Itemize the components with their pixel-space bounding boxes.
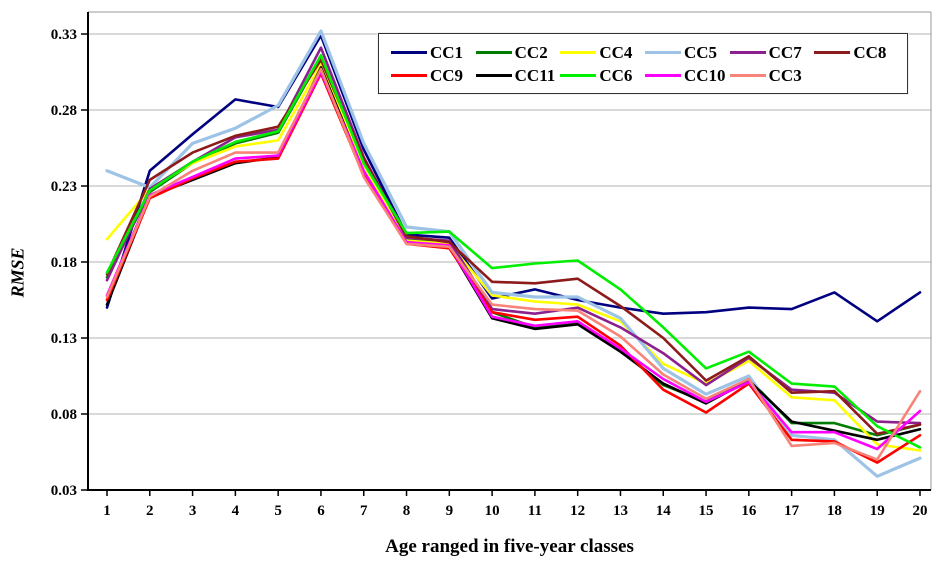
legend-swatch-CC5 xyxy=(644,51,681,54)
legend-label: CC8 xyxy=(853,43,887,62)
series-line-CC2 xyxy=(105,55,922,437)
x-tick-label: 11 xyxy=(528,503,542,519)
x-tick-label: 19 xyxy=(870,503,885,519)
legend-item-CC6: CC6 xyxy=(560,67,643,84)
y-tick-label: 0.08 xyxy=(51,407,77,423)
y-tick-label: 0.03 xyxy=(51,483,77,499)
legend-item-CC9: CC9 xyxy=(391,67,474,84)
x-tick-label: 20 xyxy=(913,503,928,519)
legend-label: CC9 xyxy=(430,66,464,85)
legend-swatch-CC1 xyxy=(391,51,427,54)
legend-item-CC1: CC1 xyxy=(391,44,474,61)
x-tick-label: 14 xyxy=(656,503,672,519)
y-axis-title: RMSE xyxy=(7,247,28,298)
x-tick-label: 8 xyxy=(403,503,411,519)
x-tick-label: 7 xyxy=(360,503,368,519)
legend-item-CC10: CC10 xyxy=(644,66,728,85)
series-line-CC6 xyxy=(105,53,922,449)
legend-item-CC8: CC8 xyxy=(814,44,897,61)
legend-item-CC5: CC5 xyxy=(644,43,728,62)
legend-item-CC11: CC11 xyxy=(475,66,559,85)
x-tick-label: 3 xyxy=(189,503,197,519)
x-tick-label: 12 xyxy=(570,503,585,519)
series-line-CC10 xyxy=(105,70,922,451)
x-axis-title: Age ranged in five-year classes xyxy=(385,536,634,557)
x-tick-label: 9 xyxy=(446,503,454,519)
legend-label: CC4 xyxy=(599,43,633,62)
legend-item-CC2: CC2 xyxy=(475,43,559,62)
x-tick-label: 6 xyxy=(317,503,325,519)
legend-label: CC6 xyxy=(599,66,633,85)
x-tick-label: 5 xyxy=(274,503,282,519)
legend-swatch-CC8 xyxy=(814,51,851,54)
y-tick-label: 0.33 xyxy=(51,27,77,43)
x-tick-label: 4 xyxy=(232,503,240,519)
series-line-CC5 xyxy=(105,29,922,478)
legend-label: CC2 xyxy=(514,43,548,62)
y-tick-label: 0.18 xyxy=(51,255,77,271)
series-line-CC7 xyxy=(105,46,922,425)
legend-swatch-CC11 xyxy=(475,74,512,77)
x-tick-label: 18 xyxy=(827,503,842,519)
legend-swatch-CC7 xyxy=(729,51,766,54)
legend-swatch-CC3 xyxy=(729,74,766,77)
legend-label: CC5 xyxy=(683,43,718,62)
legend-swatch-CC10 xyxy=(644,74,681,77)
series-line-CC8 xyxy=(105,58,922,436)
x-tick-label: 15 xyxy=(699,503,714,519)
legend-item-CC4: CC4 xyxy=(560,44,643,61)
y-tick-label: 0.23 xyxy=(51,179,77,195)
x-tick-label: 10 xyxy=(485,503,500,519)
x-tick-label: 2 xyxy=(146,503,154,519)
x-tick-label: 16 xyxy=(741,503,757,519)
series-line-CC9 xyxy=(105,72,922,464)
legend-label: CC11 xyxy=(514,66,556,85)
legend-label: CC3 xyxy=(768,66,802,85)
series-line-CC3 xyxy=(105,67,922,461)
series-line-CC4 xyxy=(105,63,922,452)
y-tick-label: 0.28 xyxy=(51,103,77,119)
chart-legend: CC1 CC2 CC4 CC5 CC7 CC8 CC9 CC11 CC6 CC10 CC3 xyxy=(378,33,908,94)
x-tick-label: 17 xyxy=(784,503,800,519)
legend-swatch-CC9 xyxy=(391,74,427,77)
legend-swatch-CC6 xyxy=(560,74,597,77)
legend-swatch-CC2 xyxy=(475,51,512,54)
legend-label: CC10 xyxy=(683,66,726,85)
x-tick-label: 1 xyxy=(103,503,111,519)
y-tick-label: 0.13 xyxy=(51,331,77,347)
legend-swatch-CC4 xyxy=(560,51,597,54)
legend-item-CC7: CC7 xyxy=(729,43,813,62)
legend-item-CC3: CC3 xyxy=(729,66,813,85)
x-tick-label: 13 xyxy=(613,503,628,519)
legend-label: CC1 xyxy=(430,43,464,62)
legend-label: CC7 xyxy=(768,43,802,62)
